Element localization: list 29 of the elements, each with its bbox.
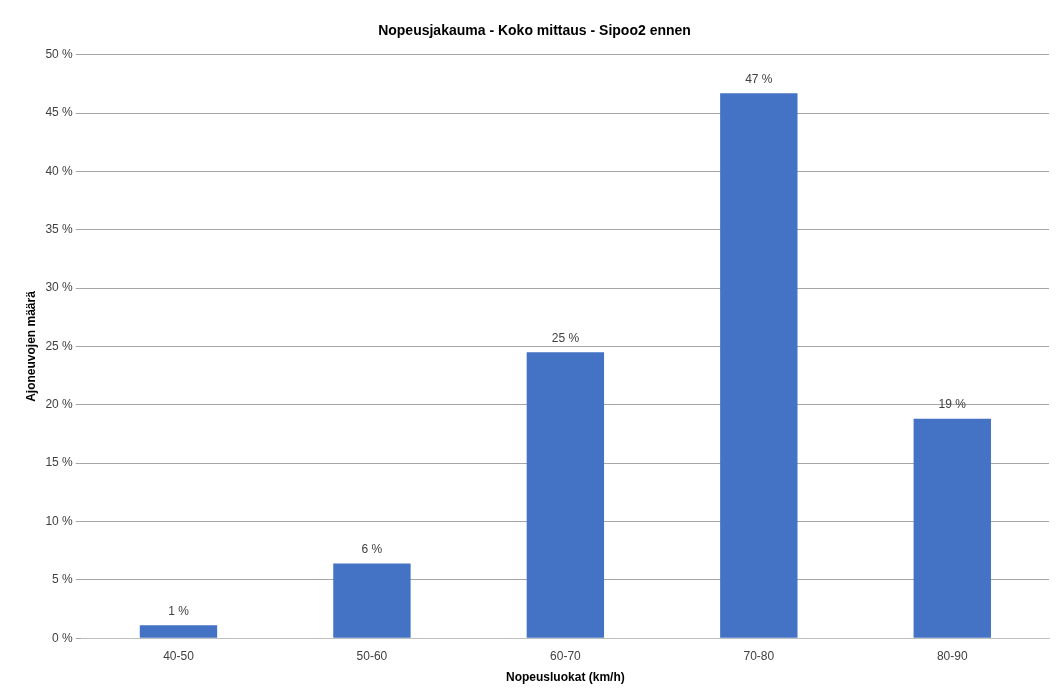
data-label: 6 % bbox=[361, 541, 383, 556]
y-tick-label: 0 % bbox=[52, 630, 74, 645]
y-tick-label: 50 % bbox=[45, 47, 74, 62]
y-tick-label: 10 % bbox=[45, 513, 74, 528]
data-label: 47 % bbox=[745, 71, 773, 86]
x-tick-label: 50-60 bbox=[356, 648, 388, 663]
x-axis-title: Nopeusluokat (km/h) bbox=[506, 670, 625, 685]
y-tick-label: 15 % bbox=[45, 455, 74, 470]
y-axis-title: Ajoneuvojen määrä bbox=[23, 290, 38, 402]
bar bbox=[526, 352, 605, 638]
y-tick-label: 45 % bbox=[45, 105, 74, 120]
y-tick-label: 5 % bbox=[52, 572, 74, 587]
bar bbox=[720, 93, 798, 638]
bar bbox=[913, 418, 991, 638]
y-tick-label: 20 % bbox=[45, 397, 74, 412]
data-label: 19 % bbox=[938, 397, 967, 412]
y-tick-label: 35 % bbox=[45, 222, 74, 237]
x-tick-label: 70-80 bbox=[743, 648, 775, 663]
data-label: 1 % bbox=[168, 603, 190, 618]
bar bbox=[333, 563, 411, 638]
x-tick-label: 40-50 bbox=[163, 648, 195, 663]
data-label: 25 % bbox=[551, 330, 580, 345]
y-tick-label: 30 % bbox=[45, 280, 74, 295]
x-tick-label: 80-90 bbox=[936, 648, 968, 663]
y-tick-label: 25 % bbox=[45, 338, 74, 353]
x-tick-label: 60-70 bbox=[550, 648, 582, 663]
bar bbox=[139, 625, 218, 638]
chart-title: Nopeusjakauma - Koko mittaus - Sipoo2 ennen bbox=[378, 22, 691, 39]
y-tick-label: 40 % bbox=[45, 163, 74, 178]
